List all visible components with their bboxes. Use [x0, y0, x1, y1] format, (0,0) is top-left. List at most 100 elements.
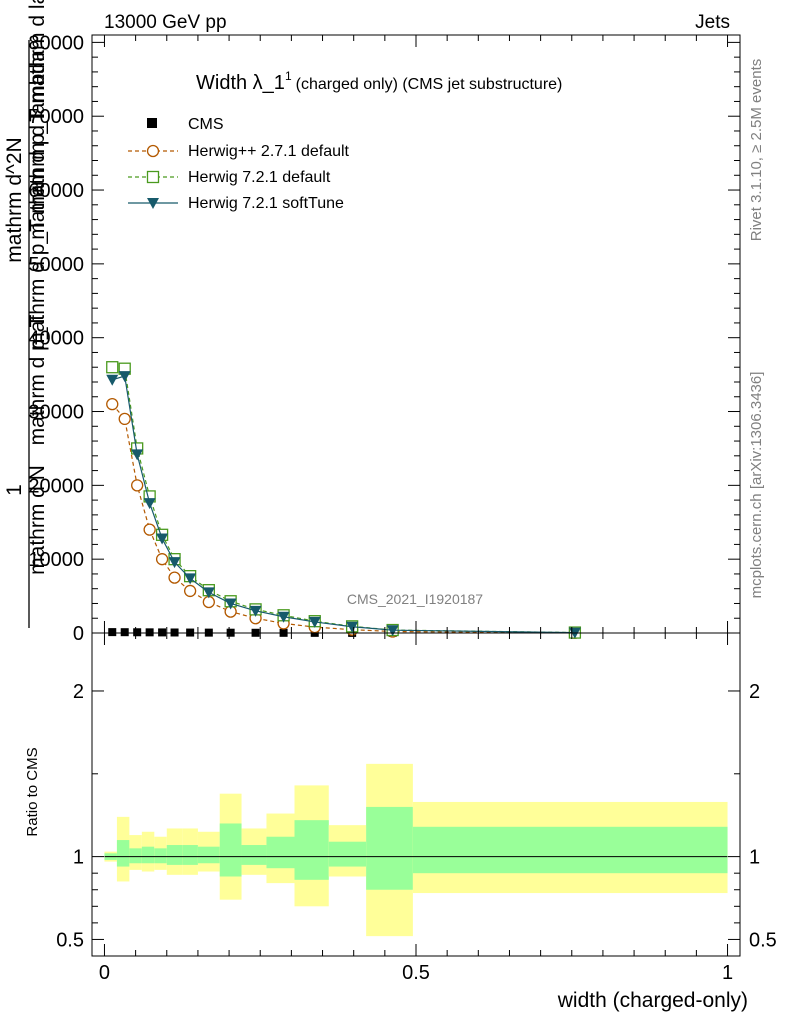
main-y-ticks: 0 10000 20000 30000 40000 50000 60000 70000 8000…	[28, 32, 740, 645]
ratio-y-ticks: 0.5 0.5 1 1 2 2	[56, 681, 777, 951]
main-y-tick-label: 80000	[28, 32, 84, 54]
main-y-tick-label: 50000	[28, 254, 84, 276]
ratio-bands-layer	[104, 763, 728, 937]
main-y-tick-label: 70000	[28, 106, 84, 128]
chart-title-sup: 1	[285, 69, 292, 83]
data-point-herwig721	[106, 361, 119, 374]
x-tick-label: 0.5	[402, 962, 430, 984]
main-y-label: 1 mathrm d N mathrm d^2N mathrm d p_T ma…	[3, 0, 49, 628]
x-tick-label: 0	[99, 962, 110, 984]
main-y-tick-label: 0	[73, 623, 84, 645]
y-label-line3b: mathrm d p_T mathrm d lambda	[26, 0, 49, 240]
data-point-cms	[158, 628, 167, 637]
header-right: Jets	[695, 12, 730, 33]
data-point-softtune	[224, 598, 237, 610]
data-point-herwigpp	[183, 584, 197, 598]
legend-marker-herwigpp	[146, 144, 160, 158]
legend-label-herwig721: Herwig 7.2.1 default	[188, 169, 331, 186]
ratio-y-tick-label: 2	[73, 681, 84, 703]
data-point-herwigpp	[118, 412, 131, 426]
ratio-y-label: Ratio to CMS	[24, 747, 41, 836]
ratio-y-tick-label-right: 1	[749, 847, 760, 869]
ratio-plot: 0.5 0.51 12 2 0 0.5 1 Ratio to CMS width (cha…	[24, 632, 777, 1012]
data-point-herwigpp	[106, 397, 119, 411]
data-point-cms	[145, 628, 154, 637]
data-point-softtune	[249, 605, 262, 617]
legend-marker-cms	[147, 118, 157, 128]
series-line-herwigpp	[111, 403, 575, 634]
y-label-frac-den: mathrm d N	[26, 465, 49, 575]
data-point-softtune	[131, 449, 144, 461]
legend-label-softtune: Herwig 7.2.1 softTune	[188, 195, 344, 212]
main-y-tick-label: 20000	[28, 475, 84, 497]
ratio-band-inner	[412, 826, 728, 874]
x-axis-label: width (charged-only)	[557, 989, 748, 1012]
chart-title-rest: (charged only) (CMS jet substructure)	[296, 76, 563, 93]
y-label-line3: mathrm d p_T	[26, 314, 49, 445]
ratio-y-tick-label: 1	[73, 847, 84, 869]
chart-title: Width λ_11 (charged only) (CMS jet substr…	[196, 69, 562, 94]
data-point-herwigpp	[131, 479, 144, 492]
ratio-band-inner	[129, 848, 142, 864]
data-point-softtune	[202, 587, 215, 599]
data-point-softtune	[184, 573, 197, 585]
ratio-y-tick-label-right: 2	[749, 681, 760, 703]
series-line-herwig721	[112, 366, 575, 634]
ratio-band-inner	[166, 845, 183, 865]
side-label-mcplots: mcplots.cern.ch [arXiv:1306.3436]	[748, 372, 765, 599]
data-point-softtune	[168, 557, 181, 569]
data-point-softtune	[346, 621, 359, 633]
main-y-tick-label: 10000	[28, 549, 84, 571]
side-label-rivet: Rivet 3.1.10, ≥ 2.5M events	[748, 59, 765, 242]
main-y-tick-label: 60000	[28, 180, 84, 202]
ratio-band-inner	[182, 845, 198, 865]
y-label-frac-num: 1	[3, 484, 26, 496]
data-point-softtune	[308, 616, 321, 628]
main-y-tick-label: 40000	[28, 328, 84, 350]
data-point-cms	[170, 628, 179, 637]
ratio-band-inner	[197, 846, 220, 864]
main-series-layer	[106, 361, 582, 639]
header-left: 13000 GeV pp	[104, 12, 227, 33]
legend-label-cms: CMS	[188, 116, 224, 133]
data-point-herwigpp	[143, 523, 156, 536]
data-point-herwigpp	[155, 553, 169, 566]
ratio-band-inner	[154, 848, 167, 864]
data-point-cms	[133, 628, 142, 637]
data-point-softtune	[156, 533, 169, 545]
data-point-herwigpp	[168, 571, 181, 584]
series-line-softtune	[112, 375, 575, 634]
y-label-line2b: mathrm d p_T mathrm d lambda	[26, 50, 49, 350]
ratio-band-inner	[116, 840, 130, 867]
watermark: CMS_2021_I1920187	[347, 591, 483, 607]
data-point-softtune	[118, 371, 131, 383]
data-point-softtune	[143, 498, 156, 510]
data-point-cms	[108, 628, 117, 637]
ratio-band-inner	[241, 845, 267, 865]
data-point-softtune	[386, 625, 399, 637]
legend-label-herwigpp: Herwig++ 2.7.1 default	[188, 143, 350, 160]
x-tick-label: 1	[722, 962, 733, 984]
ratio-y-tick-label-right: 0.5	[749, 929, 777, 951]
ratio-band-inner	[219, 823, 242, 877]
legend: CMS Herwig++ 2.7.1 default Herwig 7.2.1 …	[128, 116, 350, 212]
ratio-band-inner	[141, 846, 155, 864]
y-label-line2: mathrm d^2N	[3, 137, 26, 262]
ratio-band-inner	[266, 836, 295, 869]
main-plot: 0 10000 20000 30000 40000 50000 60000 70000 8000…	[3, 0, 741, 645]
data-point-softtune	[106, 374, 119, 386]
legend-marker-herwig721	[146, 170, 160, 184]
data-point-cms	[120, 628, 129, 637]
main-y-tick-label: 30000	[28, 402, 84, 424]
data-point-softtune	[277, 611, 290, 623]
chart-title-main: Width λ_1	[196, 72, 285, 94]
ratio-band-inner	[294, 820, 329, 880]
ratio-x-ticks: 0 0.5 1	[99, 633, 733, 984]
ratio-y-tick-label: 0.5	[56, 929, 84, 951]
main-x-ticks	[103, 35, 729, 633]
ratio-band-inner	[328, 841, 367, 867]
ratio-frame	[91, 632, 741, 957]
legend-marker-softtune	[147, 198, 159, 209]
ratio-band-inner	[366, 806, 413, 890]
